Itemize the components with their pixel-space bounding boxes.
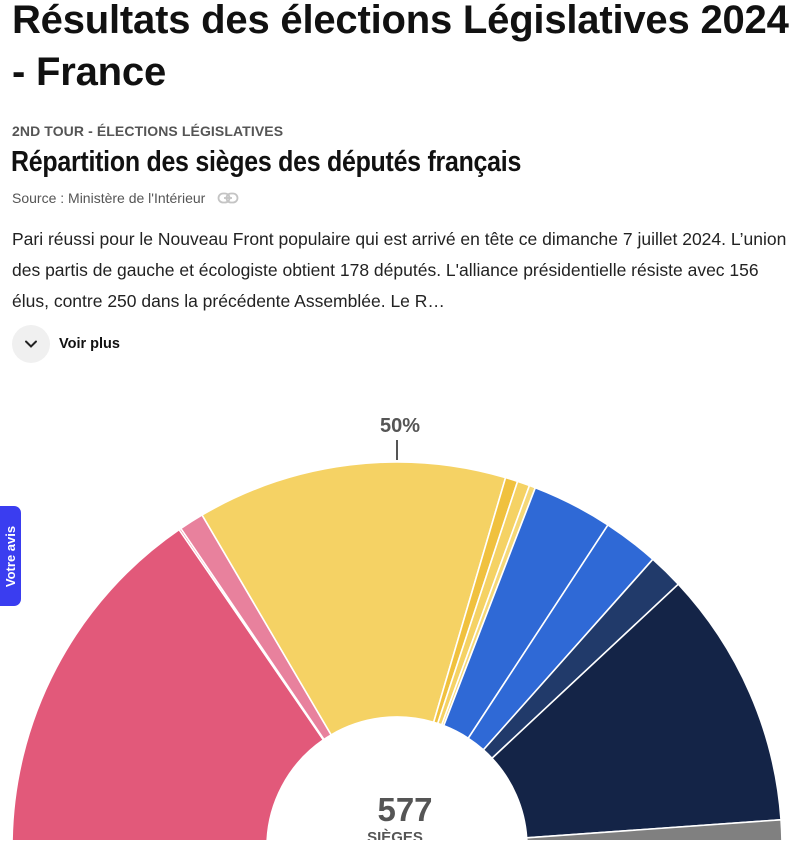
source-text: Source : Ministère de l'Intérieur: [12, 190, 206, 206]
voir-plus-button[interactable]: Voir plus: [12, 325, 120, 363]
feedback-tab-label: Votre avis: [3, 525, 18, 587]
feedback-tab[interactable]: Votre avis: [0, 506, 21, 606]
voir-plus-label: Voir plus: [59, 336, 120, 352]
seat-slice-10[interactable]: [490, 583, 782, 839]
total-seats-label: SIÈGES: [367, 829, 423, 840]
link-icon[interactable]: [217, 191, 239, 205]
chart-title: Répartition des sièges des députés franç…: [11, 146, 522, 178]
intro-paragraph: Pari réussi pour le Nouveau Front popula…: [12, 229, 787, 311]
majority-marker-label: 50%: [380, 415, 420, 437]
page-title: Résultats des élections Législatives 202…: [12, 0, 789, 94]
seat-slice-11[interactable]: [525, 818, 783, 840]
seat-slice-3[interactable]: [200, 461, 507, 736]
hemicycle-chart: 50% 577 SIÈGES: [0, 385, 800, 840]
chevron-down-icon: [12, 325, 50, 363]
seat-slice-0[interactable]: [11, 528, 325, 840]
chart-eyebrow: 2ND TOUR - ÉLECTIONS LÉGISLATIVES: [12, 123, 284, 139]
hemicycle-svg: 50% 577 SIÈGES: [11, 415, 783, 840]
total-seats-value: 577: [377, 791, 432, 828]
source-row: Source : Ministère de l'Intérieur: [12, 190, 239, 206]
slices-group: [11, 461, 783, 840]
